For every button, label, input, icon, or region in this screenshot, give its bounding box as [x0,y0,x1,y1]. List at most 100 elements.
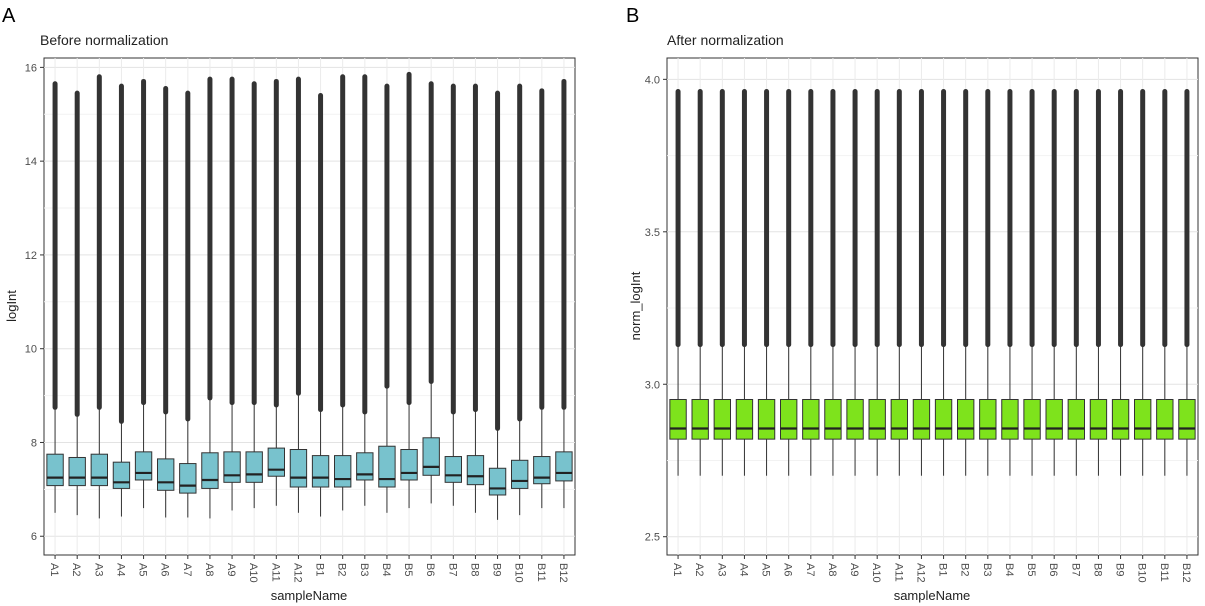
iqr-box [488,467,507,496]
iqr-box [511,459,529,489]
panel-b-x-axis-title: sampleName [894,588,971,603]
panel-b-box-B3 [979,89,997,476]
panel-a-x-tick-label: B10 [513,563,525,583]
panel-a-box-B1 [311,93,330,517]
iqr-box [1045,398,1063,440]
iqr-box [868,398,886,440]
panel-a-x-tick-label: B3 [358,563,370,576]
panel-b-box-A4 [735,89,754,476]
iqr-box [735,398,754,440]
iqr-box [245,451,263,483]
panel-b-x-ticks: A1 A2 A3 A4 A5 A6 A7 A8 A9 A10 A11 A12 B1 B2 B3 B4 B5 B6 B… [671,555,1192,583]
panel-b-x-tick-label: B7 [1069,563,1081,576]
panel-a-box-A11 [267,78,285,506]
panel-a-x-tick-label: B9 [491,563,503,576]
panel-b-box-B10 [1134,89,1152,476]
panel-b-x-tick-label: B4 [1003,563,1015,576]
panel-a-box-B10 [511,83,529,516]
panel-b-box-B8 [1089,89,1108,476]
panel-a-x-tick-label: B11 [535,563,547,582]
iqr-box [1023,398,1041,440]
panel-a-box-B5 [400,71,418,509]
iqr-box [846,398,864,440]
panel-a-box-A8 [201,76,219,519]
panel-b-box-A6 [780,89,798,476]
iqr-box [179,463,197,494]
panel-b-x-tick-label: A7 [804,563,816,576]
panel-a-x-tick-label: B5 [402,563,414,576]
panel-b: B After normalization 2.53.03.54.0 A1 A2 A… [626,5,1199,603]
panel-a-y-tick-label: 6 [31,531,37,543]
panel-a-label: A [2,5,16,27]
iqr-box [1111,398,1130,440]
iqr-box [1089,398,1108,440]
panel-b-box-B5 [1023,89,1041,476]
panel-a-box-A12 [289,76,308,513]
iqr-box [378,445,396,488]
panel-a-y-tick-label: 14 [25,156,37,168]
panel-a-x-tick-label: B4 [380,563,392,576]
panel-a-x-tick-label: A11 [269,563,281,582]
panel-b-y-ticks: 2.5 3.0 3.5 4.0 [645,74,667,544]
iqr-box [1001,398,1019,440]
panel-a-box-A3 [90,74,108,519]
iqr-box [400,449,418,481]
panel-b-x-tick-label: B12 [1180,563,1192,583]
iqr-box [334,455,352,488]
iqr-box [555,451,573,482]
iqr-box [201,452,219,489]
panel-a-x-tick-label: A10 [247,563,259,583]
iqr-box [533,456,551,485]
panel-a-box-A5 [134,78,153,509]
panel-a-x-tick-label: A5 [137,563,149,576]
iqr-box [311,455,330,488]
panel-a-box-B9 [488,90,507,520]
panel-a-boxes [46,71,573,520]
iqr-box [691,398,709,440]
panel-a-x-tick-label: A12 [291,563,303,583]
panel-b-y-tick-label: 3.5 [645,227,660,239]
iqr-box [1178,398,1196,440]
panel-a-box-B7 [444,83,462,506]
panel-b-x-tick-label: B8 [1091,563,1103,576]
panel-b-label: B [626,5,639,27]
panel-a-box-A4 [112,83,131,517]
panel-b-box-A3 [713,89,731,476]
panel-a-x-tick-label: B2 [336,563,348,576]
panel-b-x-tick-label: A9 [848,563,860,576]
panel-a-title: Before normalization [40,32,168,48]
panel-a-y-tick-label: 10 [25,344,37,356]
panel-b-y-axis-title: norm_logInt [628,271,643,340]
iqr-box [979,398,997,440]
panel-a-x-tick-label: B6 [424,563,436,576]
iqr-box [912,398,931,440]
panel-b-x-tick-label: A11 [892,563,904,582]
panel-a-box-A2 [68,90,86,516]
panel-b-x-tick-label: B9 [1114,563,1126,576]
iqr-box [1134,398,1152,440]
panel-b-plot-area [666,57,1199,556]
panel-a-x-tick-label: A9 [225,563,237,576]
iqr-box [356,452,374,481]
panel-a-x-tick-label: A7 [181,563,193,576]
panel-a-x-tick-label: A3 [92,563,104,576]
panel-b-box-A9 [846,89,864,476]
panel-a-box-B6 [422,81,440,504]
iqr-box [422,437,440,476]
iqr-box [157,458,175,491]
panel-b-x-tick-label: B1 [937,563,949,576]
panel-b-box-A11 [890,89,908,476]
panel-b-x-tick-label: A1 [671,563,683,576]
panel-b-box-B1 [934,89,953,476]
panel-a-x-tick-label: B8 [468,563,480,576]
panel-b-x-tick-label: A12 [914,563,926,583]
panel-a-box-A6 [157,85,175,518]
panel-a-y-tick-label: 16 [25,62,37,74]
panel-a-x-tick-label: A2 [70,563,82,576]
panel-b-x-tick-label: B3 [981,563,993,576]
panel-a-box-B12 [555,78,573,509]
panel-b-box-A5 [757,89,776,476]
panel-b-boxes [669,89,1196,476]
panel-b-box-A2 [691,89,709,476]
panel-b-x-tick-label: B11 [1158,563,1170,582]
